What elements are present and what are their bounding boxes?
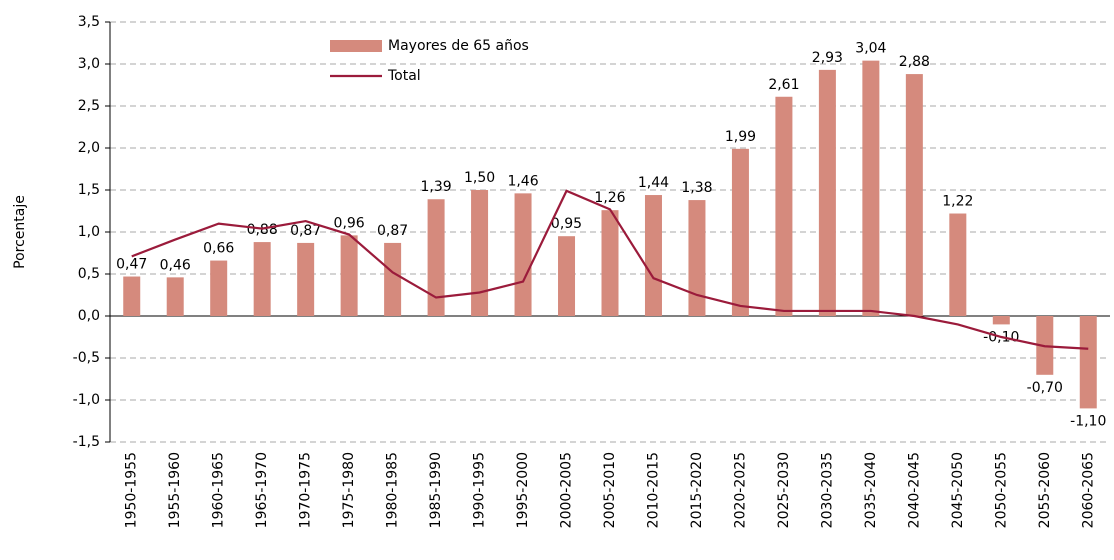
x-tick-label: 2000-2005: [559, 452, 575, 528]
y-tick-label: 0,5: [78, 266, 100, 282]
bar: [427, 199, 445, 316]
data-label: 0,87: [290, 223, 321, 239]
bar: [384, 242, 402, 316]
data-label: 1,46: [507, 173, 538, 189]
data-label: 3,04: [855, 41, 886, 57]
y-tick-label: 2,0: [78, 140, 100, 156]
data-label: 0,96: [334, 215, 365, 231]
x-tick-label: 1985-1990: [428, 452, 444, 528]
data-label: 1,38: [681, 180, 712, 196]
x-tick-label: 1970-1975: [298, 452, 314, 528]
y-tick-label: 2,5: [78, 98, 100, 114]
bar: [123, 276, 141, 316]
bar: [297, 242, 315, 316]
x-tick-label: 2055-2060: [1037, 452, 1053, 528]
data-label: -0,70: [1027, 380, 1063, 396]
x-tick-label: 2015-2020: [689, 452, 705, 528]
y-tick-label: -0,5: [73, 350, 100, 366]
bar: [992, 316, 1010, 325]
x-tick-label: 2035-2040: [863, 452, 879, 528]
data-label: 2,88: [899, 54, 930, 70]
bar: [775, 96, 793, 316]
data-label: 0,66: [203, 241, 234, 257]
x-tick-label: 2050-2055: [993, 452, 1009, 528]
bar: [1079, 316, 1097, 409]
y-tick-label: -1,5: [73, 434, 100, 450]
bar: [166, 277, 184, 316]
y-tick-label: -1,0: [73, 392, 100, 408]
legend-label: Total: [387, 68, 421, 84]
line: [131, 189, 1089, 350]
x-tick-label: 2025-2030: [776, 452, 792, 528]
x-tick-label: 2060-2065: [1080, 452, 1096, 528]
legend-swatch: [330, 40, 382, 52]
data-label: 1,22: [942, 194, 973, 210]
bar: [688, 200, 706, 316]
data-label: 1,44: [638, 175, 669, 191]
bar: [731, 148, 749, 316]
y-tick-label: 3,0: [78, 56, 100, 72]
data-label: 1,99: [725, 129, 756, 145]
data-label: 1,26: [594, 190, 625, 206]
x-tick-label: 2005-2010: [602, 452, 618, 528]
data-label: 0,46: [160, 257, 191, 273]
y-tick-label: 1,0: [78, 224, 100, 240]
data-label: 2,61: [768, 77, 799, 93]
data-label: 1,50: [464, 170, 495, 186]
y-tick-label: 3,5: [78, 14, 100, 30]
data-label: 0,47: [116, 257, 147, 273]
x-tick-label: 2030-2035: [819, 452, 835, 528]
x-tick-label: 2020-2025: [732, 452, 748, 528]
bar: [862, 60, 880, 316]
bar: [253, 242, 271, 316]
bar: [514, 193, 532, 316]
x-tick-label: 1960-1965: [211, 452, 227, 528]
bar: [558, 236, 576, 316]
bar: [818, 69, 836, 316]
x-tick-label: 1950-1955: [124, 452, 140, 528]
legend-label: Mayores de 65 años: [388, 38, 529, 54]
bar: [644, 195, 662, 316]
x-tick-label: 1995-2000: [515, 452, 531, 528]
x-tick-label: 2010-2015: [645, 452, 661, 528]
data-label: 2,93: [812, 50, 843, 66]
y-tick-label: 1,5: [78, 182, 100, 198]
data-label: 0,87: [377, 223, 408, 239]
bar: [471, 190, 489, 316]
x-tick-label: 1990-1995: [472, 452, 488, 528]
data-label: 1,39: [421, 179, 452, 195]
y-tick-label: 0,0: [78, 308, 100, 324]
x-tick-label: 2040-2045: [906, 452, 922, 528]
bar: [340, 235, 358, 316]
x-tick-label: 1955-1960: [167, 452, 183, 528]
x-tick-label: 1980-1985: [385, 452, 401, 528]
bar: [905, 74, 923, 316]
data-label: 0,88: [247, 222, 278, 238]
y-axis-label: Porcentaje: [12, 195, 28, 269]
x-tick-label: 1965-1970: [254, 452, 270, 528]
data-label: -1,10: [1070, 413, 1106, 429]
bar: [601, 210, 619, 316]
data-label: 0,95: [551, 216, 582, 232]
bar: [210, 260, 228, 316]
x-tick-label: 1975-1980: [341, 452, 357, 528]
bar: [949, 213, 967, 316]
x-tick-label: 2045-2050: [950, 452, 966, 528]
